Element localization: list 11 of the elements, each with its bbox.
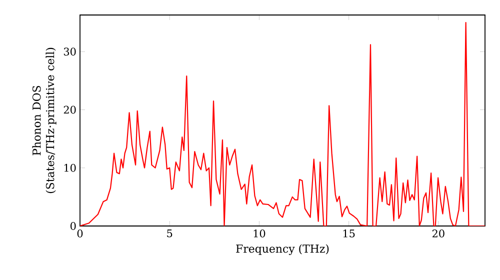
x-tick-label: 5: [167, 230, 172, 238]
x-tick-label: 15: [343, 230, 355, 238]
y-tick-label: 30: [64, 48, 76, 56]
x-tick-label: 10: [254, 230, 266, 238]
x-tick-label: 20: [432, 230, 444, 238]
y-axis-title: Phonon DOS (States/THz·primitive cell): [32, 48, 56, 194]
y-tick-label: 0: [70, 222, 76, 230]
x-tick-label: 0: [77, 230, 83, 238]
x-axis-title: Frequency (THz): [236, 244, 329, 256]
y-tick-label: 20: [64, 106, 76, 114]
y-tick-label: 10: [64, 164, 76, 172]
